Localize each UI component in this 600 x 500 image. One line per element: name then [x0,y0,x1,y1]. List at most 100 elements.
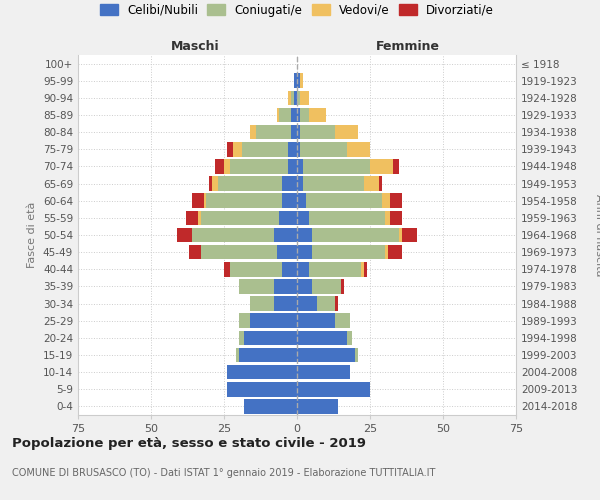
Bar [300,108,308,122]
Bar [186,210,198,225]
Text: Femmine: Femmine [376,40,440,54]
Bar [277,108,280,122]
Bar [347,330,352,345]
Bar [227,365,297,380]
Bar [335,314,350,328]
Bar [297,382,370,396]
Bar [250,314,297,328]
Bar [347,142,370,156]
Y-axis label: Anni di nascita: Anni di nascita [594,194,600,276]
Bar [244,399,297,413]
Bar [303,176,364,191]
Bar [239,279,274,293]
Bar [212,176,218,191]
Bar [209,176,212,191]
Bar [355,348,358,362]
Bar [218,176,283,191]
Bar [242,142,288,156]
Bar [280,108,291,122]
Bar [364,176,379,191]
Bar [294,90,297,105]
Bar [297,399,338,413]
Bar [274,228,297,242]
Bar [306,194,382,208]
Text: COMUNE DI BRUSASCO (TO) - Dati ISTAT 1° gennaio 2019 - Elaborazione TUTTITALIA.I: COMUNE DI BRUSASCO (TO) - Dati ISTAT 1° … [12,468,436,477]
Bar [297,330,347,345]
Bar [297,210,308,225]
Bar [288,142,297,156]
Bar [391,210,402,225]
Bar [189,245,200,260]
Y-axis label: Fasce di età: Fasce di età [28,202,37,268]
Bar [297,245,311,260]
Bar [233,142,242,156]
Bar [317,296,335,311]
Bar [288,159,297,174]
Bar [283,194,297,208]
Bar [297,314,335,328]
Bar [402,228,417,242]
Bar [388,245,402,260]
Bar [227,382,297,396]
Bar [198,210,200,225]
Bar [274,296,297,311]
Bar [385,210,391,225]
Bar [283,262,297,276]
Bar [277,245,297,260]
Bar [203,194,206,208]
Bar [335,125,358,140]
Bar [308,262,361,276]
Bar [308,210,385,225]
Bar [311,245,385,260]
Bar [177,228,192,242]
Bar [300,142,347,156]
Bar [297,90,300,105]
Bar [244,330,297,345]
Bar [297,296,317,311]
Bar [311,228,399,242]
Bar [215,159,224,174]
Bar [308,108,326,122]
Bar [239,314,250,328]
Bar [394,159,399,174]
Legend: Celibi/Nubili, Coniugati/e, Vedovi/e, Divorziati/e: Celibi/Nubili, Coniugati/e, Vedovi/e, Di… [100,4,494,16]
Bar [297,142,300,156]
Bar [280,210,297,225]
Bar [200,210,280,225]
Bar [224,159,230,174]
Bar [236,348,239,362]
Bar [230,159,288,174]
Bar [297,159,303,174]
Bar [297,262,308,276]
Bar [291,125,297,140]
Bar [288,90,291,105]
Bar [256,125,291,140]
Bar [230,262,283,276]
Bar [300,74,303,88]
Bar [297,365,350,380]
Bar [364,262,367,276]
Bar [297,125,300,140]
Bar [379,176,382,191]
Bar [391,194,402,208]
Bar [297,108,300,122]
Bar [294,74,297,88]
Bar [239,330,244,345]
Bar [227,142,233,156]
Bar [385,245,388,260]
Bar [250,125,256,140]
Bar [274,279,297,293]
Bar [250,296,274,311]
Bar [291,108,297,122]
Bar [300,90,308,105]
Bar [297,194,306,208]
Bar [303,159,370,174]
Bar [370,159,394,174]
Bar [341,279,344,293]
Bar [399,228,402,242]
Bar [335,296,338,311]
Bar [297,74,300,88]
Bar [297,176,303,191]
Bar [300,125,335,140]
Bar [283,176,297,191]
